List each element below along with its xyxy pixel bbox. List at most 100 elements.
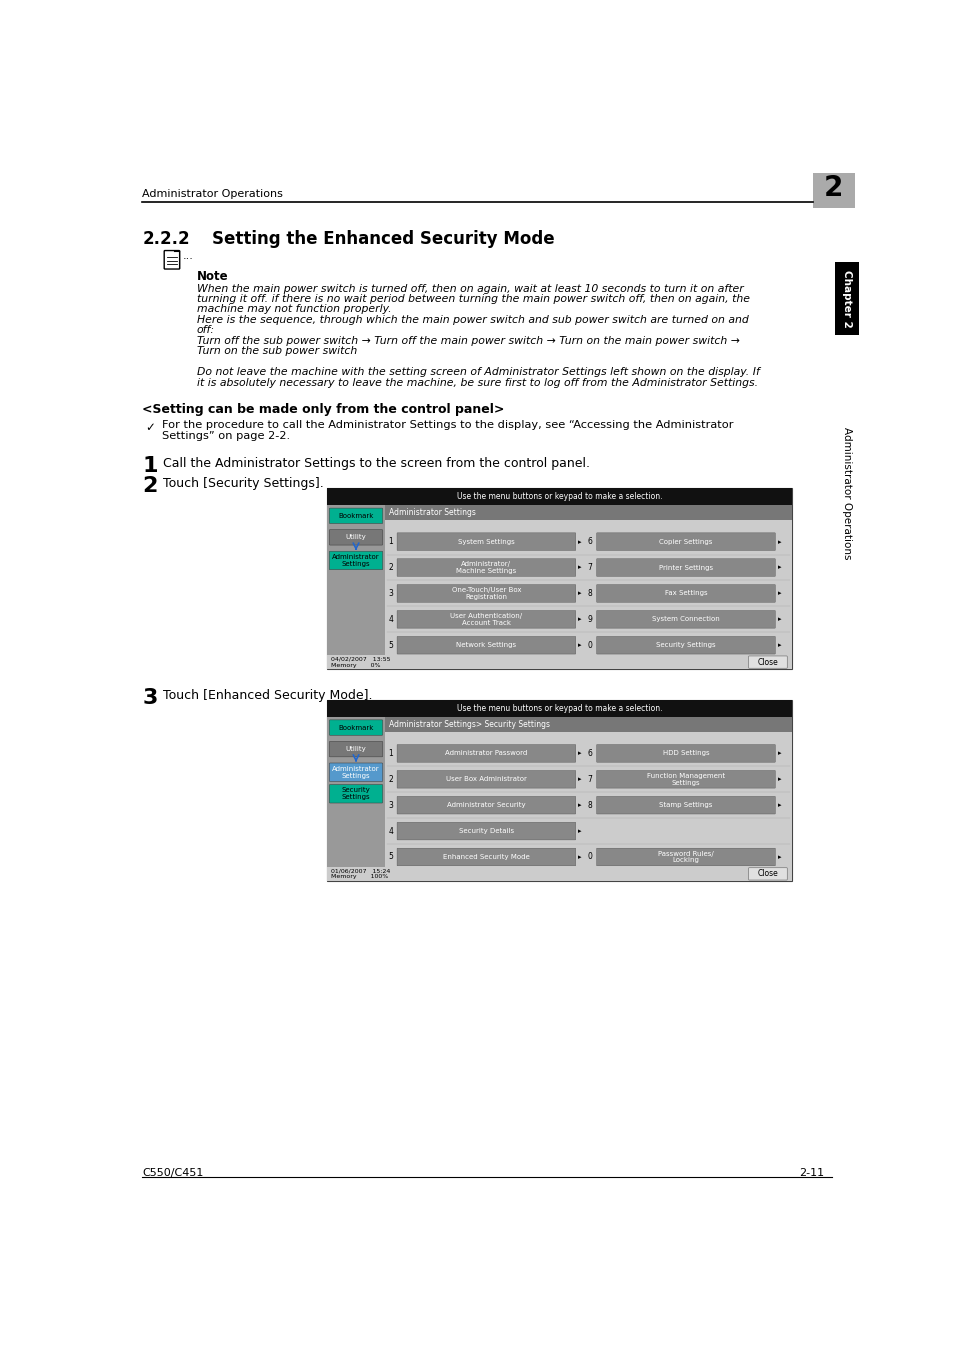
FancyBboxPatch shape <box>329 508 382 524</box>
Text: C550/C451: C550/C451 <box>142 1168 204 1179</box>
Text: off:: off: <box>196 325 214 335</box>
Text: HDD Settings: HDD Settings <box>662 751 708 756</box>
FancyBboxPatch shape <box>385 521 791 670</box>
Text: 1: 1 <box>388 537 393 547</box>
Text: ▸: ▸ <box>778 776 781 782</box>
Text: User Authentication/
Account Track: User Authentication/ Account Track <box>450 613 522 625</box>
Text: Network Settings: Network Settings <box>456 643 516 648</box>
Text: Password Rules/
Locking: Password Rules/ Locking <box>658 850 713 863</box>
Text: 1: 1 <box>142 456 158 475</box>
FancyBboxPatch shape <box>396 610 575 628</box>
FancyBboxPatch shape <box>329 720 382 736</box>
FancyBboxPatch shape <box>327 867 791 880</box>
FancyBboxPatch shape <box>596 636 775 653</box>
FancyBboxPatch shape <box>596 848 775 865</box>
Text: 5: 5 <box>388 852 393 861</box>
Text: Utility: Utility <box>345 747 366 752</box>
Text: Touch [Enhanced Security Mode].: Touch [Enhanced Security Mode]. <box>163 688 373 702</box>
FancyBboxPatch shape <box>396 796 575 814</box>
Text: ...: ... <box>183 251 193 261</box>
Text: ▸: ▸ <box>778 751 781 756</box>
FancyBboxPatch shape <box>812 173 854 208</box>
Text: 2.2.2: 2.2.2 <box>142 230 190 248</box>
Text: ▸: ▸ <box>578 590 581 597</box>
Text: 6: 6 <box>587 537 592 547</box>
Text: ▸: ▸ <box>578 539 581 544</box>
Text: Administrator Settings: Administrator Settings <box>389 508 476 517</box>
Text: Setting the Enhanced Security Mode: Setting the Enhanced Security Mode <box>212 230 555 248</box>
FancyBboxPatch shape <box>385 505 791 521</box>
Text: ▸: ▸ <box>578 802 581 809</box>
FancyBboxPatch shape <box>596 745 775 763</box>
Text: Security
Settings: Security Settings <box>341 787 370 801</box>
FancyBboxPatch shape <box>327 655 791 670</box>
Text: ▸: ▸ <box>578 776 581 782</box>
Text: Close: Close <box>757 869 778 879</box>
Text: Bookmark: Bookmark <box>338 513 374 518</box>
Text: ▸: ▸ <box>778 802 781 809</box>
Text: 7: 7 <box>587 775 592 784</box>
Text: ▸: ▸ <box>578 751 581 756</box>
FancyBboxPatch shape <box>329 551 382 570</box>
Text: ▸: ▸ <box>578 828 581 834</box>
Text: 2: 2 <box>388 775 393 784</box>
Text: Administrator Operations: Administrator Operations <box>841 427 851 559</box>
Text: Chapter 2: Chapter 2 <box>841 270 851 328</box>
Text: Fax Settings: Fax Settings <box>664 590 706 597</box>
FancyBboxPatch shape <box>396 636 575 653</box>
Text: 2: 2 <box>823 174 842 202</box>
FancyBboxPatch shape <box>327 489 791 670</box>
Text: 5: 5 <box>388 641 393 649</box>
Text: Bookmark: Bookmark <box>338 725 374 730</box>
Text: System Connection: System Connection <box>652 617 720 622</box>
Text: Security Details: Security Details <box>458 828 514 834</box>
Text: Call the Administrator Settings to the screen from the control panel.: Call the Administrator Settings to the s… <box>163 458 590 470</box>
FancyBboxPatch shape <box>748 656 786 668</box>
Text: ▸: ▸ <box>778 617 781 622</box>
FancyBboxPatch shape <box>329 763 382 782</box>
FancyBboxPatch shape <box>329 784 382 803</box>
Text: Touch [Security Settings].: Touch [Security Settings]. <box>163 478 324 490</box>
Text: ▸: ▸ <box>778 590 781 597</box>
Text: Administrator
Settings: Administrator Settings <box>332 554 379 567</box>
FancyBboxPatch shape <box>596 559 775 576</box>
Text: Note: Note <box>196 270 228 282</box>
Text: <Setting can be made only from the control panel>: <Setting can be made only from the contr… <box>142 404 504 416</box>
Text: Close: Close <box>757 657 778 667</box>
FancyBboxPatch shape <box>596 585 775 602</box>
Text: System Settings: System Settings <box>457 539 515 544</box>
Text: machine may not function properly.: machine may not function properly. <box>196 305 391 315</box>
Text: Utility: Utility <box>345 535 366 540</box>
Text: turning it off. if there is no wait period between turning the main power switch: turning it off. if there is no wait peri… <box>196 294 749 304</box>
Text: ▸: ▸ <box>778 539 781 544</box>
FancyBboxPatch shape <box>327 489 791 505</box>
Text: 4: 4 <box>388 614 393 624</box>
Text: ▸: ▸ <box>778 855 781 860</box>
Text: it is absolutely necessary to leave the machine, be sure first to log off from t: it is absolutely necessary to leave the … <box>196 378 757 387</box>
Text: 1: 1 <box>388 749 393 757</box>
Text: ▸: ▸ <box>578 564 581 571</box>
FancyBboxPatch shape <box>327 699 791 880</box>
FancyBboxPatch shape <box>385 717 791 732</box>
Text: ▸: ▸ <box>778 564 781 571</box>
Text: ▸: ▸ <box>578 643 581 648</box>
Text: Stamp Settings: Stamp Settings <box>659 802 712 809</box>
Text: Do not leave the machine with the setting screen of Administrator Settings left : Do not leave the machine with the settin… <box>196 367 759 377</box>
Text: 2-11: 2-11 <box>799 1168 823 1179</box>
FancyBboxPatch shape <box>327 717 385 880</box>
Text: Turn off the sub power switch → Turn off the main power switch → Turn on the mai: Turn off the sub power switch → Turn off… <box>196 336 739 346</box>
Text: User Box Administrator: User Box Administrator <box>445 776 526 782</box>
Text: ▸: ▸ <box>578 617 581 622</box>
Text: 2: 2 <box>388 563 393 572</box>
Text: Security Settings: Security Settings <box>656 643 715 648</box>
Text: Use the menu buttons or keypad to make a selection.: Use the menu buttons or keypad to make a… <box>456 703 661 713</box>
FancyBboxPatch shape <box>396 771 575 788</box>
Text: 6: 6 <box>587 749 592 757</box>
Text: 04/02/2007   13:55
Memory       0%: 04/02/2007 13:55 Memory 0% <box>331 656 390 667</box>
FancyBboxPatch shape <box>396 585 575 602</box>
FancyBboxPatch shape <box>385 732 791 880</box>
Text: Administrator
Settings: Administrator Settings <box>332 765 379 779</box>
Text: Administrator Security: Administrator Security <box>447 802 525 809</box>
Text: Function Management
Settings: Function Management Settings <box>646 774 724 786</box>
FancyBboxPatch shape <box>396 848 575 865</box>
